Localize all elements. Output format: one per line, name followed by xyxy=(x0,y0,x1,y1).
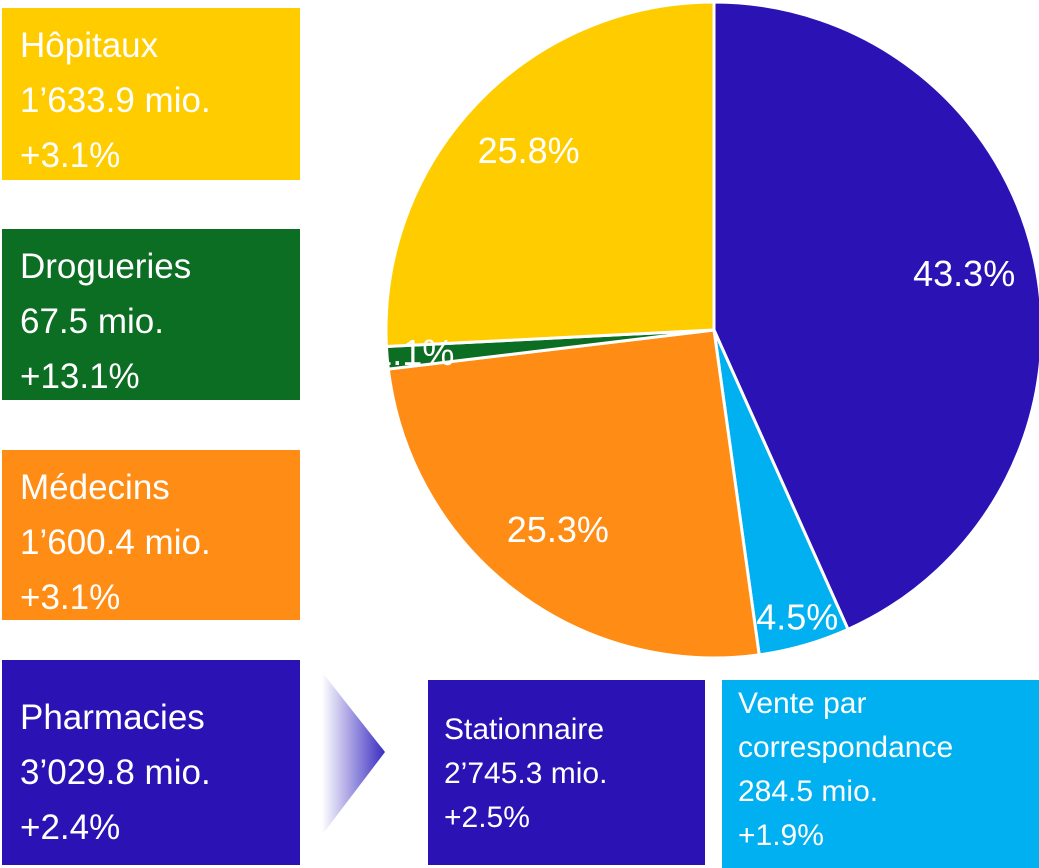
box-amount: 1’633.9 mio. xyxy=(20,81,211,120)
box-amount: 2’745.3 mio. xyxy=(444,757,608,790)
box-amount: 284.5 mio. xyxy=(738,775,879,808)
pie-slice xyxy=(712,0,1039,632)
box-vente: Vente par correspondance 284.5 mio. +1.9… xyxy=(722,680,1039,868)
box-name: Vente par correspondance xyxy=(738,687,954,764)
box-change: +1.9% xyxy=(738,819,824,852)
box-change: +3.1% xyxy=(20,578,121,617)
box-name: Drogueries xyxy=(20,247,192,286)
box-amount: 1’600.4 mio. xyxy=(20,523,211,562)
box-change: +13.1% xyxy=(20,357,140,396)
box-medecins: Médecins 1’600.4 mio. +3.1% xyxy=(2,450,300,620)
box-amount: 3’029.8 mio. xyxy=(20,753,211,792)
box-name: Stationnaire xyxy=(444,713,605,746)
box-pharmacies: Pharmacies 3’029.8 mio. +2.4% xyxy=(2,660,300,865)
slice-label: 1.1% xyxy=(372,332,454,373)
box-name: Médecins xyxy=(20,468,170,507)
arrow xyxy=(322,672,385,835)
box-amount: 67.5 mio. xyxy=(20,302,164,341)
slice-label: 25.8% xyxy=(478,130,580,171)
box-change: +2.4% xyxy=(20,808,121,847)
box-hopitaux: Hôpitaux 1’633.9 mio. +3.1% xyxy=(2,8,300,180)
slice-label: 4.5% xyxy=(756,597,838,638)
box-change: +2.5% xyxy=(444,801,530,834)
box-change: +3.1% xyxy=(20,136,121,175)
box-name: Hôpitaux xyxy=(20,26,159,65)
pie-slice xyxy=(384,0,716,349)
box-name: Pharmacies xyxy=(20,698,205,737)
slice-label: 43.3% xyxy=(913,253,1015,294)
box-stationnaire: Stationnaire 2’745.3 mio. +2.5% xyxy=(428,680,705,865)
pie-slice xyxy=(386,328,761,660)
slice-label: 25.3% xyxy=(507,509,609,550)
box-drogueries: Drogueries 67.5 mio. +13.1% xyxy=(2,229,300,400)
